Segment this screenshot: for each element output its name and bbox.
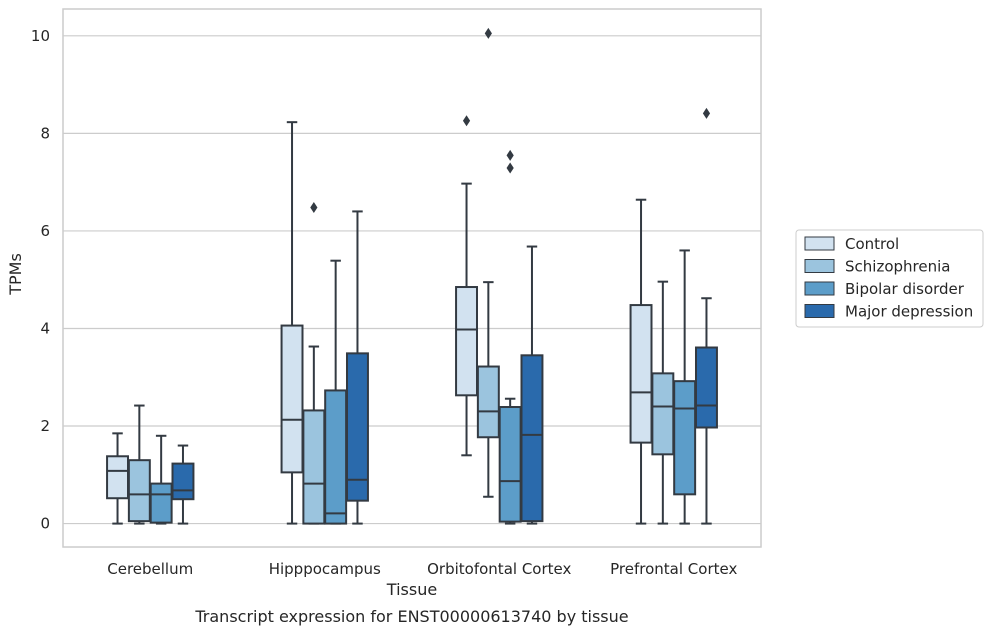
y-tick-label: 0 bbox=[40, 515, 50, 533]
outlier-point bbox=[310, 202, 318, 214]
box-bipolar-disorder bbox=[498, 149, 522, 525]
box-iqr bbox=[520, 354, 544, 523]
y-tick-label: 8 bbox=[40, 124, 50, 142]
legend: Control Schizophrenia Bipolar disorder Majo… bbox=[795, 229, 984, 328]
x-tick-label: Cerebellum bbox=[107, 560, 193, 578]
box-iqr bbox=[106, 455, 130, 500]
legend-frame bbox=[795, 229, 984, 328]
legend-swatch bbox=[804, 281, 835, 296]
box-iqr bbox=[127, 459, 151, 523]
box-major-depression bbox=[694, 107, 718, 525]
box-iqr bbox=[302, 409, 326, 525]
x-tick-label: Orbitofontal Cortex bbox=[427, 560, 571, 578]
outlier-point bbox=[506, 162, 514, 174]
box-iqr bbox=[345, 352, 369, 502]
legend-label: Control bbox=[845, 235, 899, 253]
box-groups bbox=[106, 27, 718, 525]
box-iqr bbox=[171, 462, 195, 501]
box-iqr bbox=[651, 372, 675, 456]
outlier-point bbox=[506, 149, 514, 161]
outlier-point bbox=[462, 115, 471, 127]
box-iqr bbox=[673, 380, 697, 496]
box-major-depression bbox=[345, 210, 369, 525]
legend-label: Major depression bbox=[845, 303, 973, 321]
plot-frame bbox=[62, 8, 762, 548]
y-tick-label: 10 bbox=[31, 27, 50, 45]
outlier-point bbox=[702, 107, 711, 119]
legend-swatch bbox=[804, 304, 835, 318]
x-tick-label: Hipppocampus bbox=[269, 560, 381, 578]
box-iqr bbox=[694, 346, 718, 429]
box-iqr bbox=[324, 389, 348, 525]
y-axis-label: TPMs bbox=[6, 253, 25, 296]
box-schizophrenia bbox=[476, 27, 500, 498]
box-bipolar-disorder bbox=[673, 249, 697, 525]
y-tick-label: 6 bbox=[40, 222, 50, 240]
box-iqr bbox=[455, 286, 479, 397]
box-schizophrenia bbox=[302, 202, 326, 525]
legend-swatch bbox=[804, 259, 835, 273]
legend-label: Bipolar disorder bbox=[845, 280, 965, 298]
figure-caption: Transcript expression for ENST0000061374… bbox=[194, 607, 628, 626]
y-tick-label: 4 bbox=[40, 319, 50, 337]
y-axis-ticks: 0 2 4 6 8 10 bbox=[31, 27, 50, 533]
box-iqr bbox=[498, 406, 522, 523]
x-tick-label: Prefrontal Cortex bbox=[610, 560, 737, 578]
box-control bbox=[280, 121, 304, 525]
outlier-point bbox=[484, 27, 492, 39]
box-iqr bbox=[149, 482, 173, 524]
box-major-depression bbox=[520, 245, 544, 525]
legend-label: Schizophrenia bbox=[845, 258, 950, 276]
box-schizophrenia bbox=[651, 280, 675, 525]
legend-swatch bbox=[804, 236, 835, 251]
box-control bbox=[106, 432, 130, 525]
box-bipolar-disorder bbox=[149, 434, 173, 525]
box-control bbox=[455, 115, 479, 457]
box-iqr bbox=[629, 304, 653, 444]
y-tick-label: 2 bbox=[40, 417, 50, 435]
x-axis-ticks: Cerebellum Hipppocampus Orbitofontal Corte… bbox=[107, 560, 737, 578]
x-axis-label: Tissue bbox=[386, 580, 437, 599]
box-iqr bbox=[476, 365, 500, 439]
box-iqr bbox=[280, 324, 304, 474]
box-bipolar-disorder bbox=[324, 259, 348, 525]
box-control bbox=[629, 198, 653, 525]
box-schizophrenia bbox=[127, 404, 151, 525]
box-major-depression bbox=[171, 444, 195, 525]
